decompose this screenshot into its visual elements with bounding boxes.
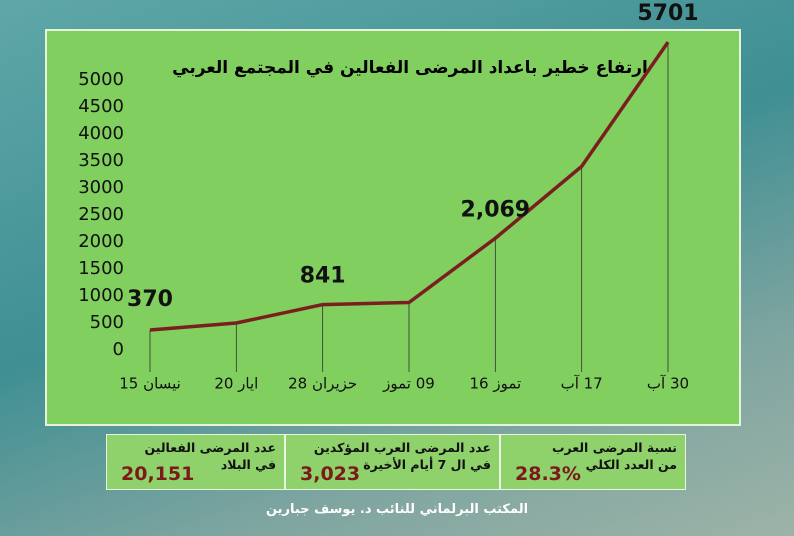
value-label: 370: [127, 287, 173, 312]
stat-label: عدد المرضى العرب المؤكدين: [313, 440, 491, 455]
stat-value: 28.3%: [515, 463, 581, 485]
y-tick-label: 1500: [78, 258, 124, 279]
x-tick-label: نيسان 15: [119, 375, 181, 393]
y-tick-label: 500: [90, 312, 124, 333]
footer: المكتب البرلماني للنائب د. يوسف جبارين: [265, 502, 529, 517]
stat-box: عدد المرضى الفعالين في البلاد 20,151: [106, 434, 285, 490]
x-tick-label: 30 آب: [647, 375, 689, 393]
y-tick-label: 3500: [78, 150, 124, 171]
y-tick-label: 4000: [78, 123, 124, 144]
y-tick-label: 1000: [78, 285, 124, 306]
chart: ارتفاع خطير باعداد المرضى الفعالين في ال…: [45, 1, 741, 426]
y-tick-label: 3000: [78, 177, 124, 198]
y-tick-label: 2500: [78, 204, 124, 225]
x-tick-label: تموز 16: [469, 375, 521, 393]
stat-label: في ال 7 أيام الأخيرة: [363, 457, 491, 472]
stat-label: نسبة المرضى العرب: [551, 440, 677, 455]
stat-label: في البلاد: [220, 457, 276, 472]
stat-label: عدد المرضى الفعالين: [144, 440, 276, 455]
x-tick-label: 17 آب: [561, 375, 603, 393]
y-tick-label: 4500: [78, 96, 124, 117]
y-tick-label: 0: [113, 339, 124, 360]
x-tick-label: ايار 20: [214, 375, 258, 393]
x-tick-label: 09 تموز: [382, 375, 435, 393]
y-tick-label: 2000: [78, 231, 124, 252]
stat-label: من العدد الكلي: [585, 457, 677, 472]
stat-box: عدد المرضى العرب المؤكدين في ال 7 أيام ال…: [285, 434, 500, 490]
stat-box: نسبة المرضى العرب من العدد الكلي 28.3%: [500, 434, 686, 490]
data-line: [149, 41, 670, 332]
value-label: 2,069: [461, 197, 531, 222]
stat-value: 3,023: [300, 463, 361, 485]
chart-title: ارتفاع خطير باعداد المرضى الفعالين في ال…: [172, 58, 648, 78]
chart-panel: [45, 29, 741, 426]
value-label: 841: [300, 264, 346, 289]
stat-value: 20,151: [121, 463, 195, 485]
y-tick-label: 5000: [78, 69, 124, 90]
value-label: 5701: [637, 1, 698, 26]
x-tick-label: حزيران 28: [288, 375, 357, 393]
